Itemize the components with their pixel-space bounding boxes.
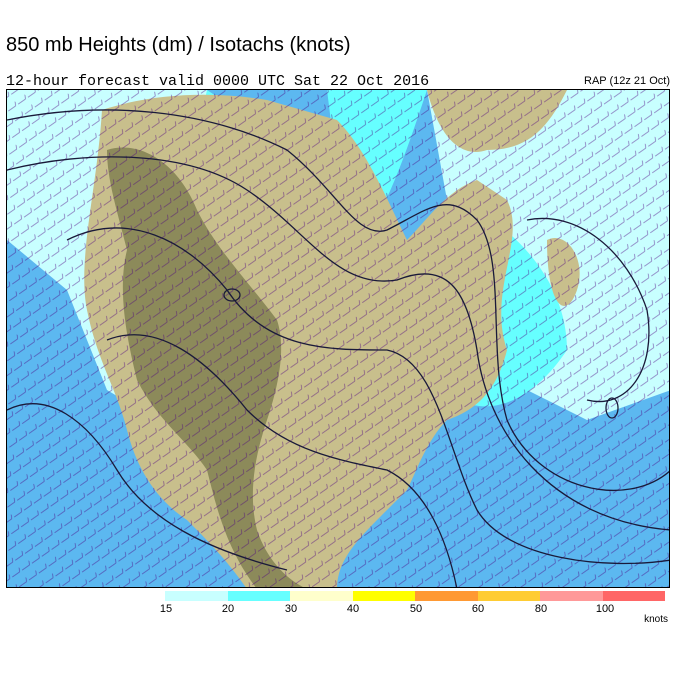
legend-swatch: [352, 591, 415, 601]
map-canvas: [7, 90, 669, 587]
model-run-label: RAP (12z 21 Oct): [584, 75, 670, 87]
legend-swatch: [290, 591, 353, 601]
legend-tick: 100: [595, 603, 615, 615]
legend-tick: 20: [221, 603, 235, 615]
legend-tick: 30: [284, 603, 298, 615]
legend-tick: 15: [159, 603, 173, 615]
legend-swatch: [227, 591, 290, 601]
legend-ticks: 15 20 30 40 50 60 80 100: [0, 603, 680, 617]
legend-units: knots: [644, 614, 668, 625]
legend-tick: 40: [346, 603, 360, 615]
weather-map: [6, 89, 670, 588]
legend-swatch: [477, 591, 540, 601]
legend-swatch: [415, 591, 478, 601]
legend-swatch: [165, 591, 228, 601]
isotach-legend: [165, 591, 665, 601]
legend-tick: 60: [471, 603, 485, 615]
legend-swatch: [540, 591, 603, 601]
legend-swatch: [602, 591, 665, 601]
chart-title: 850 mb Heights (dm) / Isotachs (knots): [6, 34, 351, 56]
forecast-valid-time: 12-hour forecast valid 0000 UTC Sat 22 O…: [6, 73, 430, 90]
legend-tick: 80: [534, 603, 548, 615]
height-contours: [7, 109, 669, 587]
legend-tick: 50: [409, 603, 423, 615]
wind-barbs: [7, 90, 669, 587]
